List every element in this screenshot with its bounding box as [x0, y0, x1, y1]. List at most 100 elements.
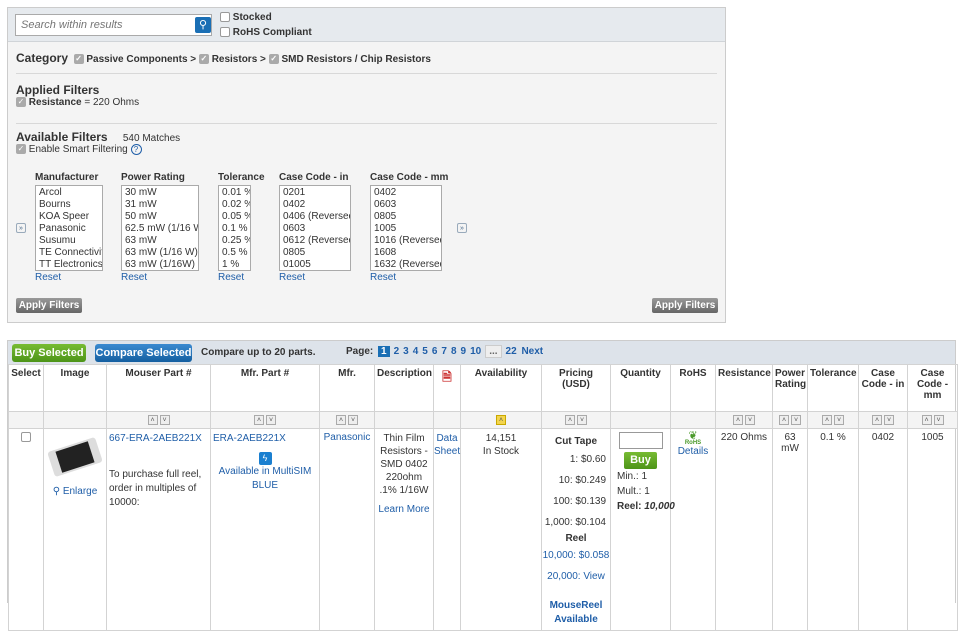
- sort-descending-icon[interactable]: ˅: [791, 415, 801, 425]
- filter-option[interactable]: 0.1 %: [222, 223, 248, 234]
- sort-descending-icon[interactable]: ˅: [577, 415, 587, 425]
- buy-button[interactable]: Buy: [624, 452, 657, 469]
- reset-link[interactable]: Reset: [121, 272, 148, 283]
- sort-ascending-icon[interactable]: ˄: [565, 415, 575, 425]
- compare-selected-button[interactable]: Compare Selected: [95, 344, 192, 362]
- sort-descending-icon[interactable]: ˅: [745, 415, 755, 425]
- page-link[interactable]: 2: [393, 346, 400, 357]
- apply-filters-button[interactable]: Apply Filters: [16, 298, 82, 313]
- page-link[interactable]: 9: [460, 346, 467, 357]
- category-resistors[interactable]: Resistors >: [211, 54, 266, 65]
- sort-ascending-icon[interactable]: ˄: [779, 415, 789, 425]
- buy-selected-button[interactable]: Buy Selected: [12, 344, 86, 362]
- search-icon[interactable]: ⚲: [195, 17, 211, 33]
- search-input[interactable]: [15, 14, 212, 36]
- mouser-part-link[interactable]: 667-ERA-2AEB221X: [109, 433, 202, 444]
- row-select-checkbox[interactable]: [21, 432, 31, 443]
- filter-listbox[interactable]: 30 mW 31 mW 50 mW 62.5 mW (1/16 W) 63 mW 63 m…: [121, 185, 199, 271]
- category-checkbox[interactable]: ✓: [268, 54, 279, 65]
- filter-listbox[interactable]: 0.01 % 0.02 % 0.05 % 0.1 % 0.25 % 0.5 % 1 %: [218, 185, 251, 271]
- apply-filters-button[interactable]: Apply Filters: [652, 298, 718, 313]
- filter-option[interactable]: 0.5 %: [222, 247, 248, 258]
- filter-listbox[interactable]: 0201 0402 0406 (Reversed) 0603 0612 (Reverse…: [279, 185, 351, 271]
- page-link[interactable]: 10: [470, 346, 482, 357]
- sort-ascending-icon[interactable]: ˄: [921, 415, 932, 425]
- sort-ascending-icon[interactable]: ˄: [822, 415, 832, 425]
- filter-option[interactable]: TE Connectivity: [39, 247, 103, 258]
- filter-option[interactable]: 30 mW: [125, 187, 157, 198]
- filter-option[interactable]: 0406 (Reversed): [283, 211, 351, 222]
- expand-left-icon[interactable]: »: [16, 223, 26, 233]
- page-link[interactable]: 4: [412, 346, 419, 357]
- filter-option[interactable]: 0603: [283, 223, 306, 234]
- reset-link[interactable]: Reset: [279, 272, 306, 283]
- sort-descending-icon[interactable]: ˅: [933, 415, 944, 425]
- smart-filtering-checkbox[interactable]: ✓: [16, 144, 26, 155]
- learn-more-link[interactable]: Learn More: [378, 504, 430, 515]
- page-link[interactable]: 3: [403, 346, 409, 357]
- filter-option[interactable]: Bourns: [39, 199, 71, 210]
- filter-option[interactable]: 62.5 mW (1/16 W): [125, 223, 199, 234]
- filter-option[interactable]: 0.02 %: [222, 199, 251, 210]
- filter-option[interactable]: 0612 (Reversed): [283, 235, 351, 246]
- sort-ascending-icon[interactable]: ˄: [872, 415, 882, 425]
- category-smd[interactable]: SMD Resistors / Chip Resistors: [281, 54, 431, 65]
- sort-ascending-icon[interactable]: ˄: [147, 415, 158, 425]
- filter-option[interactable]: 1608: [374, 247, 397, 258]
- filter-option[interactable]: 63 mW (1/16W): [125, 259, 196, 270]
- filter-option[interactable]: Panasonic: [39, 223, 86, 234]
- sort-ascending-icon[interactable]: ˄: [254, 415, 264, 425]
- filter-option[interactable]: 0.01 %: [222, 187, 251, 198]
- page-link[interactable]: 5: [422, 346, 428, 357]
- page-link[interactable]: 1: [378, 346, 390, 357]
- reset-link[interactable]: Reset: [370, 272, 397, 283]
- category-checkbox[interactable]: ✓: [198, 54, 209, 65]
- filter-option[interactable]: 0.05 %: [222, 211, 251, 222]
- filter-option[interactable]: 31 mW: [125, 199, 157, 210]
- filter-option[interactable]: 1005: [374, 223, 397, 234]
- filter-option[interactable]: 63 mW: [125, 235, 157, 246]
- rohs-details-link[interactable]: Details: [677, 446, 709, 457]
- filter-option[interactable]: 1632 (Reversed): [374, 259, 442, 270]
- filter-option[interactable]: KOA Speer: [39, 211, 90, 222]
- sort-descending-icon[interactable]: ˅: [266, 415, 276, 425]
- mousereel-link[interactable]: MouseReel Available: [549, 600, 603, 625]
- mfr-part-link[interactable]: ERA-2AEB221X: [213, 433, 286, 444]
- filter-option[interactable]: 0805: [283, 247, 306, 258]
- filter-option[interactable]: 0402: [283, 199, 306, 210]
- reset-link[interactable]: Reset: [218, 272, 245, 283]
- sort-descending-icon[interactable]: ˅: [159, 415, 170, 425]
- filter-option[interactable]: 0201: [283, 187, 306, 198]
- page-link[interactable]: ...: [485, 345, 502, 358]
- next-page-link[interactable]: Next: [521, 346, 544, 357]
- filter-listbox[interactable]: Arcol Bourns KOA Speer Panasonic Susumu TE Co…: [35, 185, 103, 271]
- stocked-checkbox[interactable]: Stocked: [220, 12, 272, 23]
- applied-filter-checkbox[interactable]: ✓: [16, 97, 26, 108]
- multisim-icon[interactable]: ϟ: [258, 452, 272, 465]
- filter-option[interactable]: 1 %: [222, 259, 240, 270]
- filter-option[interactable]: TT Electronics: [39, 259, 103, 270]
- expand-right-icon[interactable]: »: [457, 223, 467, 233]
- filter-option[interactable]: Susumu: [39, 235, 76, 246]
- enlarge-link[interactable]: Enlarge: [62, 486, 98, 497]
- filter-option[interactable]: 0805: [374, 211, 397, 222]
- filter-option[interactable]: 0603: [374, 199, 397, 210]
- sort-ascending-icon[interactable]: ˄: [733, 415, 743, 425]
- rohs-checkbox[interactable]: RoHS Compliant: [220, 27, 312, 38]
- filter-option[interactable]: 63 mW (1/16 W): [125, 247, 198, 258]
- quantity-input[interactable]: [618, 432, 663, 449]
- sort-descending-icon[interactable]: ˅: [348, 415, 358, 425]
- page-link[interactable]: 22: [505, 346, 517, 357]
- filter-option[interactable]: Arcol: [39, 187, 62, 198]
- sort-ascending-icon[interactable]: ˄: [336, 415, 346, 425]
- filter-listbox[interactable]: 0402 0603 0805 1005 1016 (Reversed) 1608 1632 …: [370, 185, 442, 271]
- page-link[interactable]: 8: [450, 346, 457, 357]
- filter-option[interactable]: 0402: [374, 187, 397, 198]
- reel-price-link[interactable]: 20,000: View: [547, 571, 605, 582]
- filter-option[interactable]: 1016 (Reversed): [374, 235, 442, 246]
- category-passive[interactable]: Passive Components >: [86, 54, 197, 65]
- category-checkbox[interactable]: ✓: [73, 54, 84, 65]
- reel-price-link[interactable]: 10,000: $0.058: [542, 550, 610, 561]
- sort-descending-icon[interactable]: ˅: [834, 415, 844, 425]
- help-icon[interactable]: ?: [130, 144, 142, 155]
